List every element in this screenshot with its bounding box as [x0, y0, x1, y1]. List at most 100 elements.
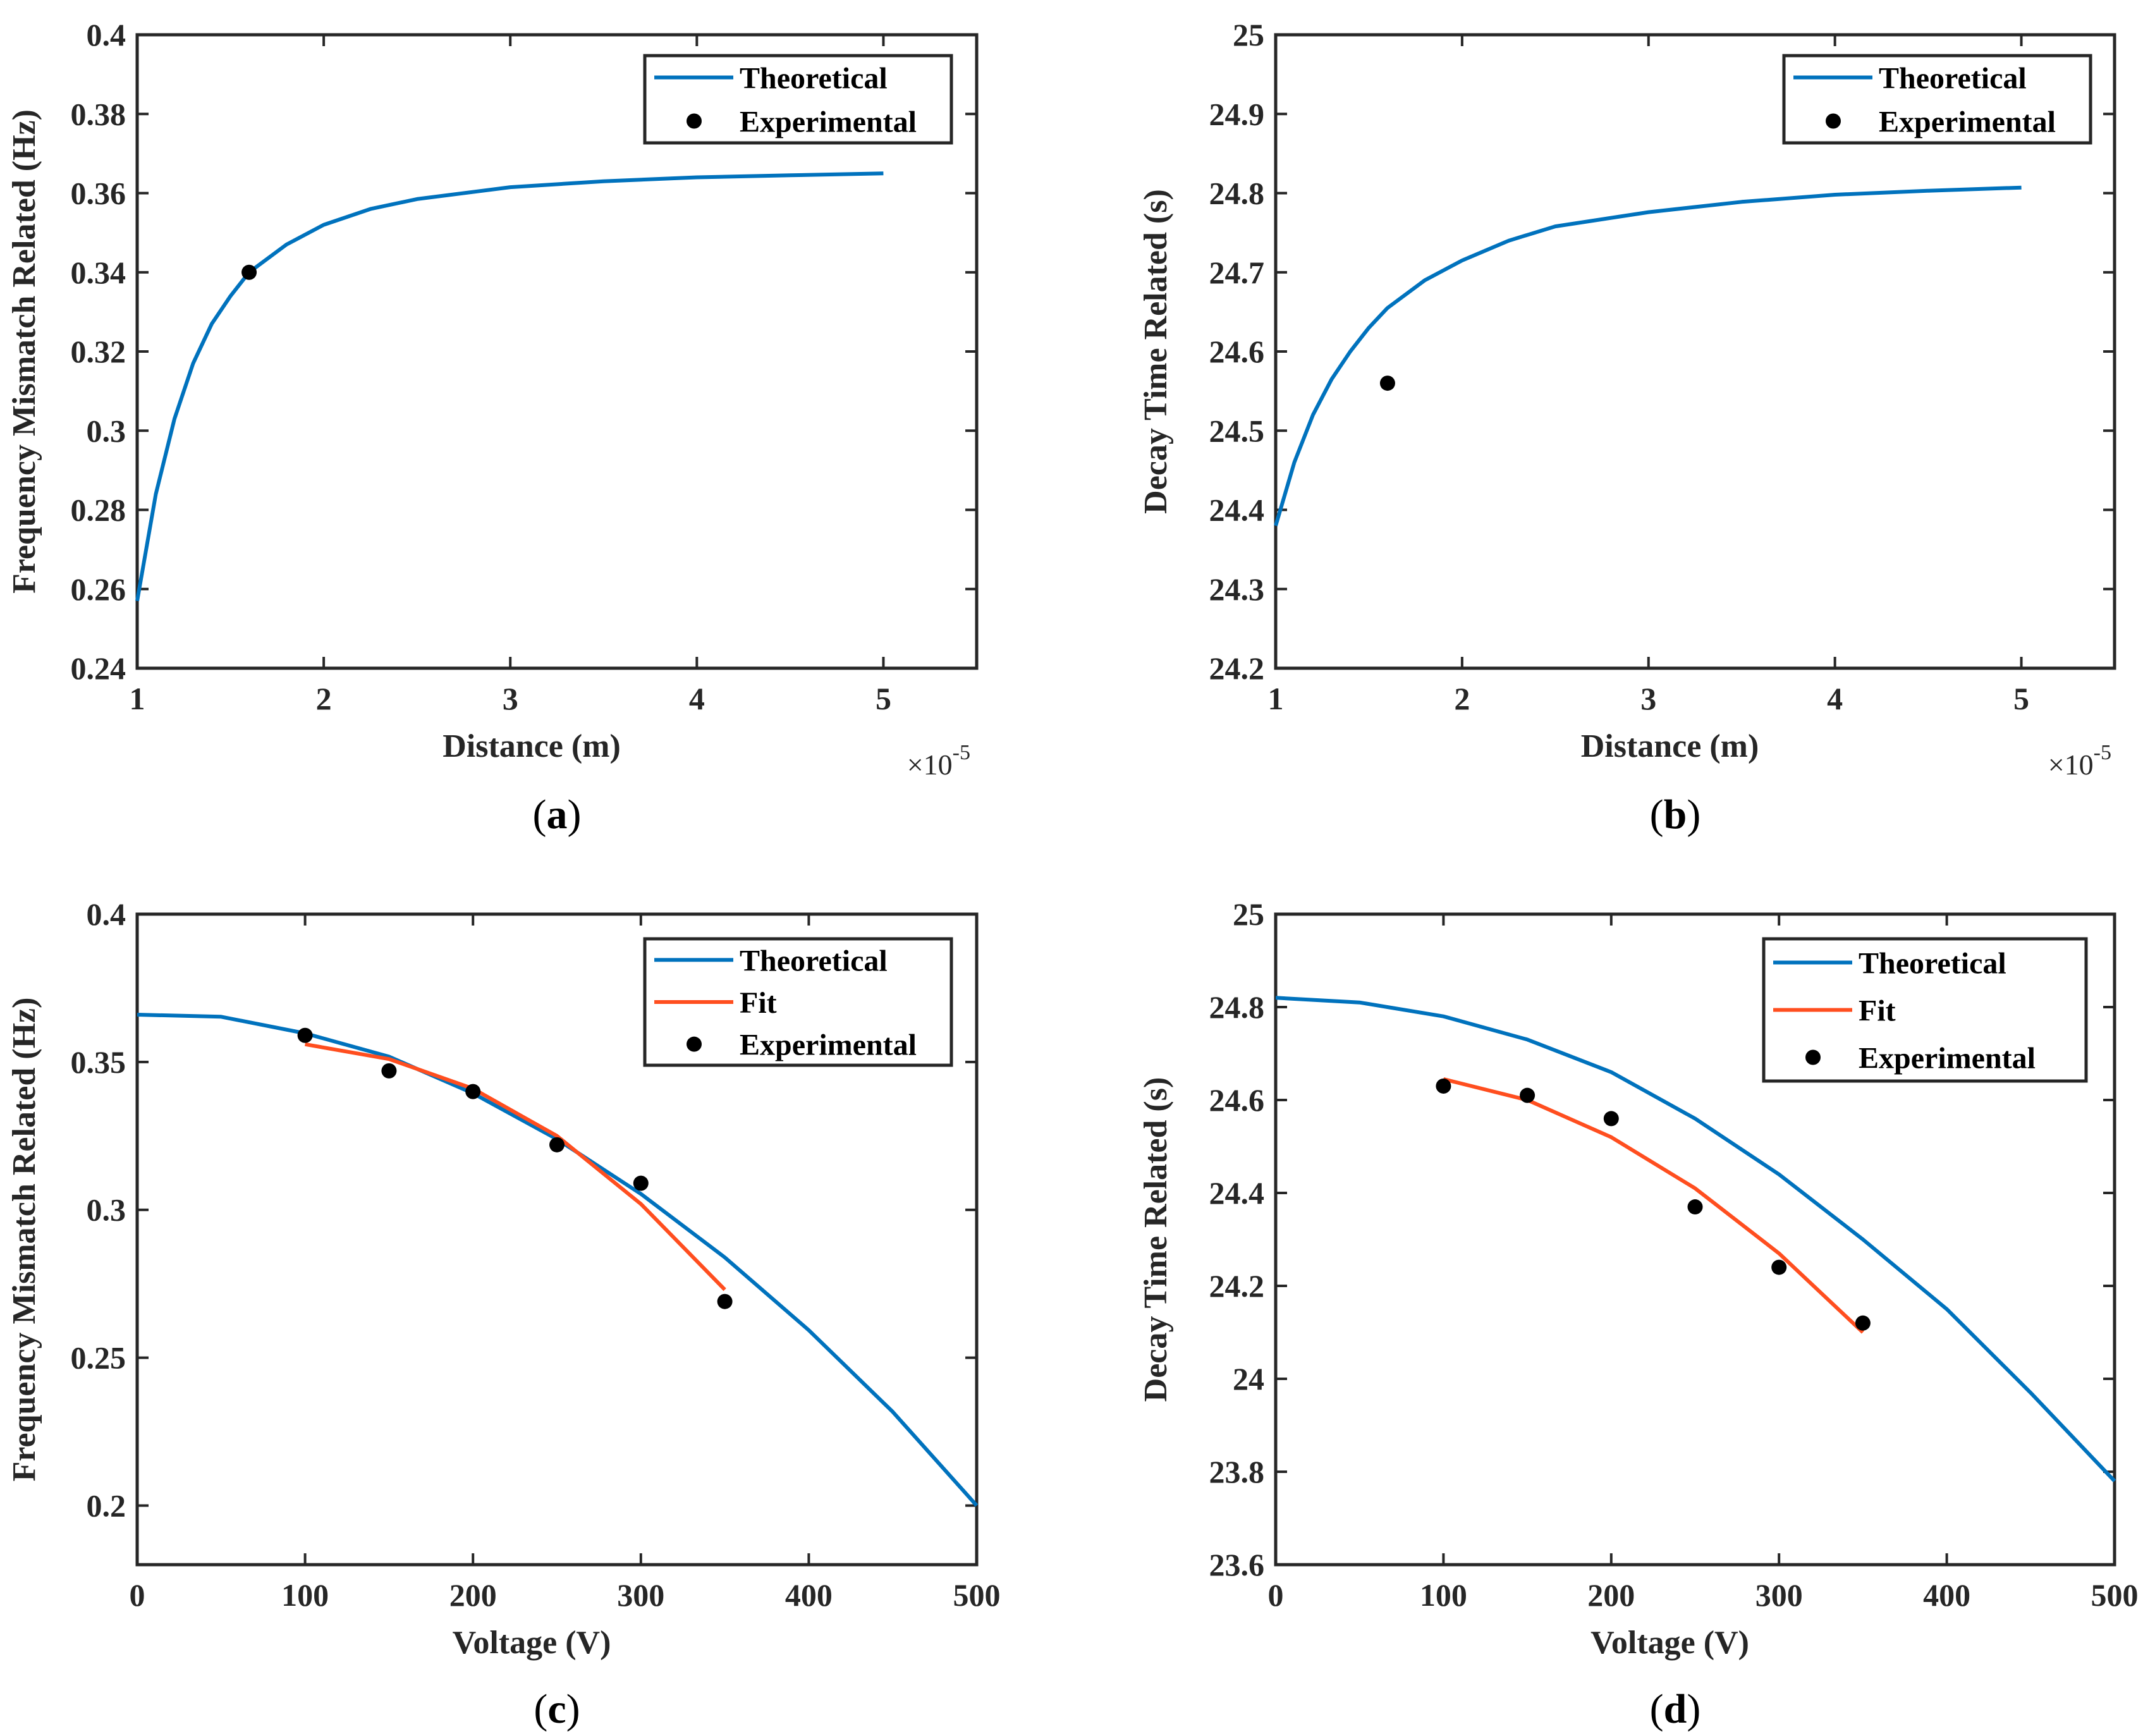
x-tick-label: 100	[1420, 1577, 1467, 1613]
x-tick-label: 5	[876, 681, 891, 716]
y-tick-label: 0.24	[71, 651, 126, 686]
plot-area-frame	[1274, 912, 2116, 1567]
x-tick-label: 200	[449, 1577, 497, 1613]
y-tick-label: 23.6	[1209, 1547, 1265, 1582]
y-tick-label: 0.3	[87, 413, 126, 448]
series-line-fit	[305, 1042, 726, 1292]
x-tick-label: 4	[689, 681, 705, 716]
data-point-experimental	[717, 1293, 733, 1309]
data-point-experimental	[241, 264, 257, 280]
x-axis-label: Distance (m)	[443, 728, 621, 764]
legend-entry-experimental: Experimental	[740, 106, 917, 139]
x-tick-label: 500	[953, 1577, 1001, 1613]
x-tick-label: 2	[316, 681, 332, 716]
data-point-experimental	[549, 1137, 565, 1152]
y-tick-label: 24.4	[1209, 492, 1265, 528]
legend: Theoretical Experimental	[643, 54, 953, 145]
plot-area-frame	[135, 912, 979, 1567]
y-tick-label: 0.26	[71, 572, 126, 607]
x-tick-label: 300	[617, 1577, 664, 1613]
data-point-experimental	[1436, 1078, 1451, 1094]
y-tick-label: 0.25	[71, 1340, 126, 1376]
y-tick-label: 0.2	[87, 1488, 126, 1523]
x-tick-label: 3	[503, 681, 518, 716]
y-tick-label: 0.35	[71, 1044, 126, 1080]
x-tick-label: 100	[281, 1577, 329, 1613]
chart-panel-d: 0 100 200 300 400 500 23.6 23.8 24 24.2 24.4 24.6 24…	[1138, 896, 2139, 1732]
legend-entry-fit: Fit	[1859, 994, 1896, 1028]
data-point-experimental	[1520, 1087, 1536, 1103]
series-line-theoretical	[1274, 185, 2022, 527]
legend-entry-theoretical: Theoretical	[1859, 947, 2006, 981]
x-tick-label: 1	[130, 681, 145, 716]
series-line-theoretical	[1275, 996, 2116, 1482]
x-tick-label: 300	[1755, 1577, 1803, 1613]
y-tick-label: 0.32	[71, 334, 126, 369]
x-axis-label: Voltage (V)	[453, 1625, 611, 1661]
x-tick-label: 2	[1454, 681, 1470, 716]
legend-swatch-experimental	[1805, 1049, 1821, 1065]
panel-label: (d)	[1650, 1686, 1701, 1732]
data-point-experimental	[1379, 376, 1395, 391]
y-tick-label: 0.36	[71, 176, 126, 211]
x-tick-label: 1	[1268, 681, 1284, 716]
y-tick-label: 24.2	[1209, 1268, 1265, 1304]
legend-swatch-experimental	[687, 113, 702, 129]
data-point-experimental	[633, 1175, 649, 1191]
panels: 1 2 3 4 50.240.260.280.30.320.340.360.380.4D…	[6, 17, 2139, 1732]
x-axis-label: Distance (m)	[1581, 728, 1759, 764]
chart-panel-a: 1 2 3 4 5 0.24 0.26 0.28 0.3 0.32 0.34 0.36 0.38 0.4 D…	[6, 17, 979, 838]
series-line-fit	[1443, 1077, 1864, 1334]
y-tick-label: 0.38	[71, 96, 126, 131]
x-tick-label: 400	[1923, 1577, 1970, 1613]
y-tick-label: 24.3	[1209, 572, 1265, 607]
legend-entry-fit: Fit	[740, 986, 777, 1020]
legend-entry-experimental: Experimental	[740, 1029, 917, 1062]
legend-entry-experimental: Experimental	[1859, 1042, 2036, 1075]
y-tick-label: 0.4	[87, 896, 126, 932]
y-tick-label: 24	[1233, 1361, 1264, 1397]
y-tick-label: 23.8	[1209, 1454, 1265, 1489]
x-tick-label: 0	[130, 1577, 145, 1613]
y-tick-label: 24.5	[1209, 413, 1265, 448]
y-tick-label: 24.6	[1209, 334, 1265, 369]
legend: Theoretical Fit Experimental	[643, 937, 953, 1067]
y-tick-label: 24.8	[1209, 176, 1265, 211]
legend-swatch-experimental	[1826, 113, 1841, 129]
x-axis-label: Voltage (V)	[1590, 1625, 1749, 1661]
chart-panel-c: 0 100 200 300 400 500 0.2 0.25 0.3 0.35 0.4 Voltage…	[6, 896, 1001, 1732]
panel-label: (a)	[533, 792, 582, 838]
x-tick-label: 500	[2091, 1577, 2139, 1613]
y-axis-label: Decay Time Related (s)	[1138, 189, 1174, 514]
y-tick-label: 0.28	[71, 492, 126, 528]
x-tick-label: 0	[1268, 1577, 1284, 1613]
legend-entry-theoretical: Theoretical	[740, 62, 888, 95]
y-axis-label: Frequency Mismatch Related (Hz)	[6, 998, 42, 1482]
y-axis-label: Decay Time Related (s)	[1138, 1077, 1174, 1402]
y-tick-label: 24.2	[1209, 651, 1265, 686]
legend: Theoretical Fit Experimental	[1762, 937, 2088, 1083]
series-line-theoretical	[135, 171, 884, 602]
legend-swatch-experimental	[687, 1036, 702, 1052]
data-point-experimental	[1687, 1199, 1703, 1215]
y-tick-label: 0.3	[87, 1192, 126, 1228]
y-tick-label: 24.7	[1209, 255, 1265, 290]
data-point-experimental	[381, 1063, 397, 1079]
chart-panel-b: 1 2 3 4 5 24.2 24.3 24.4 24.5 24.6 24.7 24.8 24.9 25 D…	[1138, 17, 2116, 838]
x-scale-exponent: ×10-5	[2048, 741, 2111, 781]
x-tick-label: 5	[2013, 681, 2029, 716]
data-point-experimental	[1771, 1259, 1787, 1275]
data-point-experimental	[1603, 1111, 1619, 1127]
x-tick-label: 3	[1640, 681, 1656, 716]
y-tick-label: 24.6	[1209, 1082, 1265, 1118]
y-tick-label: 0.34	[71, 255, 126, 290]
y-tick-label: 24.9	[1209, 96, 1265, 131]
y-tick-label: 24.4	[1209, 1175, 1265, 1211]
y-tick-label: 0.4	[87, 17, 126, 52]
legend-entry-theoretical: Theoretical	[740, 944, 888, 977]
panel-label: (b)	[1650, 792, 1701, 838]
data-point-experimental	[297, 1027, 313, 1043]
x-tick-label: 200	[1587, 1577, 1635, 1613]
